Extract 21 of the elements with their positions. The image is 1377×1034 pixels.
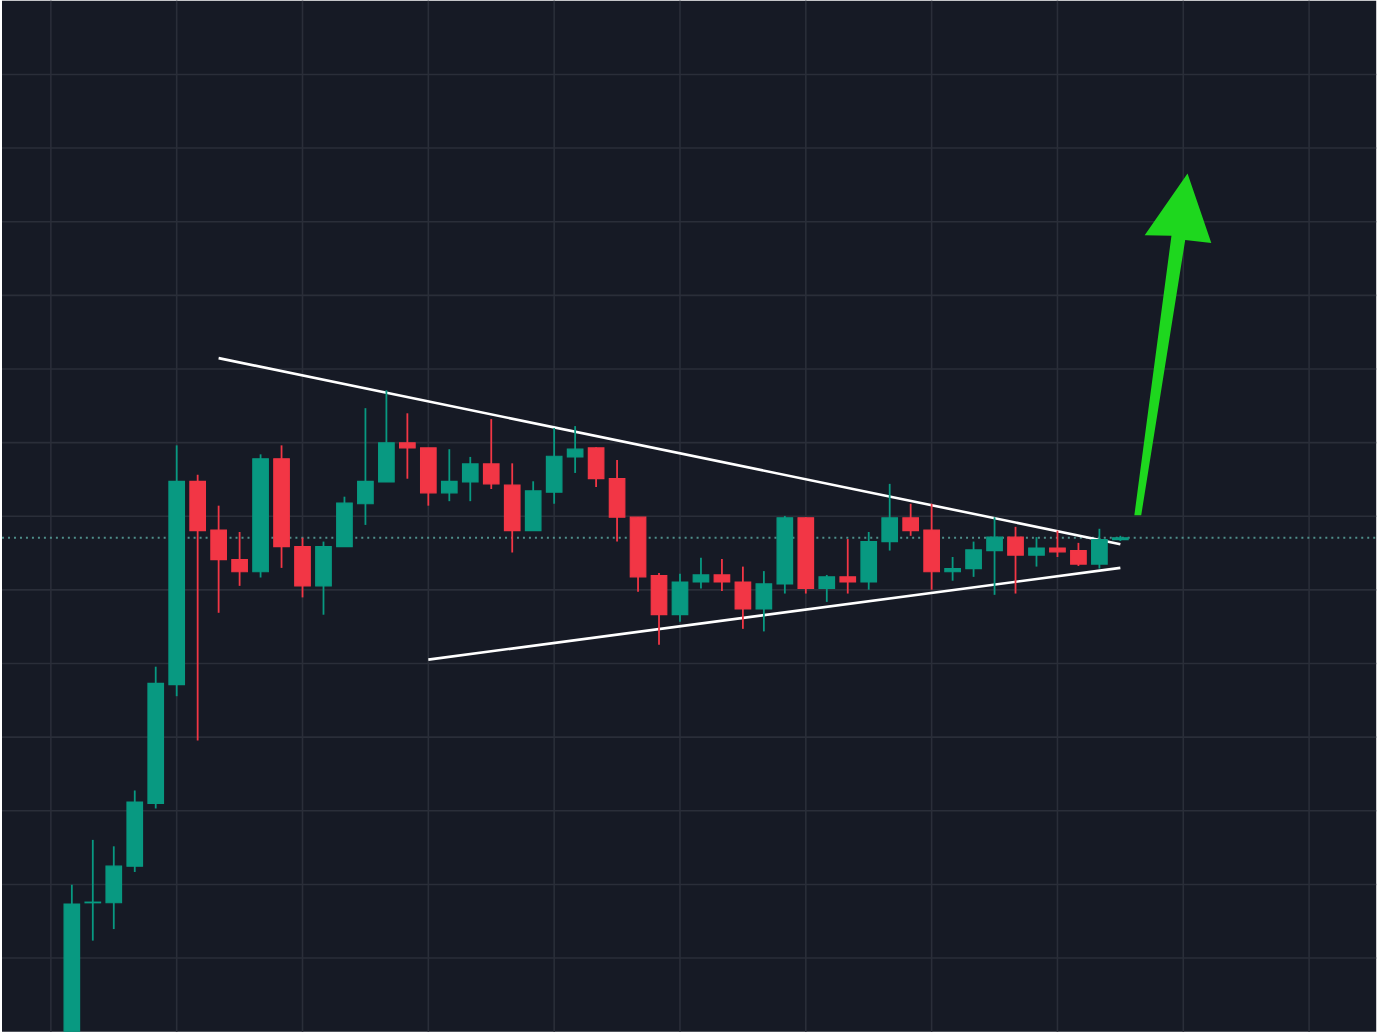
candlestick: [839, 538, 857, 595]
candlestick: [944, 556, 961, 582]
candlestick: [461, 456, 479, 503]
candlestick: [440, 448, 458, 503]
candlestick: [881, 483, 899, 552]
candlestick: [1070, 542, 1087, 568]
candlestick: [1007, 526, 1024, 595]
candlestick: [986, 516, 1003, 596]
candlestick: [692, 556, 710, 590]
candlestick: [566, 425, 584, 474]
candlestick: [902, 502, 920, 537]
candlestick: [231, 531, 248, 587]
candlestick: [713, 558, 731, 593]
candlestick: [357, 407, 374, 526]
candlestick: [818, 574, 836, 603]
candlestick: [1028, 536, 1045, 568]
candlestick: [399, 412, 416, 480]
candlestick: [1049, 529, 1066, 559]
candlestick: [482, 418, 500, 491]
candlestick: [84, 839, 102, 942]
candlestick: [965, 540, 982, 578]
